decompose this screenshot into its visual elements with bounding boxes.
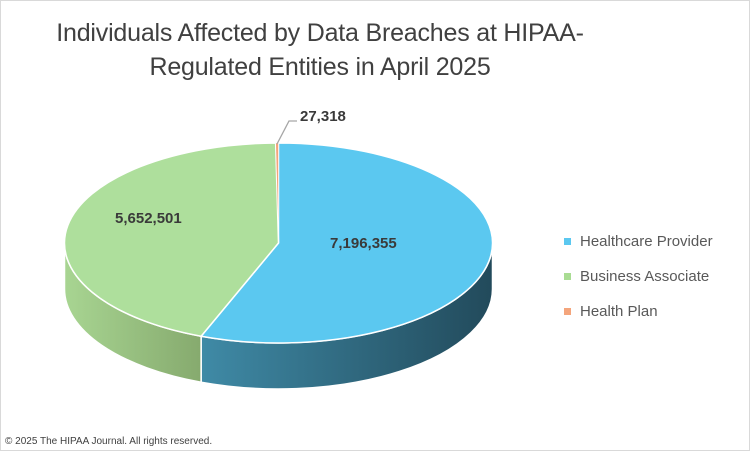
data-label-business-associate: 5,652,501 (115, 210, 182, 227)
legend-label: Health Plan (580, 303, 658, 320)
legend-label: Healthcare Provider (580, 233, 713, 250)
copyright-footer: © 2025 The HIPAA Journal. All rights res… (5, 436, 213, 447)
legend-label: Business Associate (580, 268, 710, 285)
legend-swatch-green-icon (564, 273, 571, 280)
pie-tops (63, 142, 494, 344)
chart-title-line-1: Individuals Affected by Data Breaches at… (56, 19, 584, 47)
health-plan-leader-line (276, 120, 297, 145)
legend-item-business-associate[interactable]: Business Associate (564, 259, 713, 294)
data-label-health-plan: 27,318 (300, 108, 346, 125)
chart-title: Individuals Affected by Data Breaches at… (0, 16, 640, 84)
data-label-healthcare-provider: 7,196,355 (330, 235, 397, 252)
pie-slice-healthcare-provider[interactable] (200, 142, 494, 344)
legend-swatch-orange-icon (564, 308, 571, 315)
legend-item-healthcare-provider[interactable]: Healthcare Provider (564, 224, 713, 259)
chart-title-line-2: Regulated Entities in April 2025 (149, 53, 491, 81)
pie-slice-business-associate[interactable] (63, 142, 280, 337)
legend-swatch-blue-icon (564, 238, 571, 245)
legend-item-health-plan[interactable]: Health Plan (564, 294, 713, 329)
chart-legend: Healthcare Provider Business Associate H… (564, 224, 713, 329)
